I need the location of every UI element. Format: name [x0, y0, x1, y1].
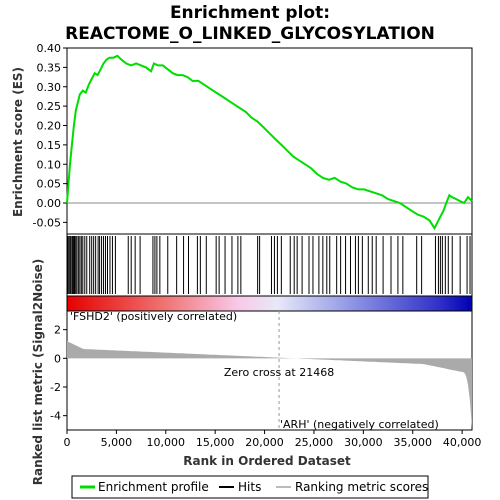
- metric-y-tick-label: -4: [50, 410, 61, 423]
- x-tick-label: 10,000: [147, 436, 186, 449]
- heatmap-bar: [66, 295, 473, 312]
- metric-panel-frame: [66, 310, 473, 431]
- legend-frame: [71, 475, 429, 499]
- x-tick-label: 0: [64, 436, 71, 449]
- chart-title-line2: REACTOME_O_LINKED_GLYCOSYLATION: [65, 24, 435, 44]
- x-axis-label: Rank in Ordered Dataset: [183, 454, 351, 468]
- es-panel: -0.05 0.00 0.05 0.10 0.15 0.20 0.25 0.30 0.35 0.4…: [11, 42, 473, 235]
- enrichment-profile-line: [66, 54, 473, 231]
- es-y-axis: -0.05 0.00 0.05 0.10 0.15 0.20 0.25 0.30 0.35 0.4…: [33, 42, 67, 229]
- es-y-tick-label: 0.30: [37, 81, 62, 94]
- hits-marks: [67, 236, 471, 294]
- es-y-tick-label: 0.20: [37, 120, 62, 133]
- es-y-tick-label: -0.05: [33, 216, 61, 229]
- negative-correlation-label: 'ARH' (negatively correlated): [280, 418, 439, 431]
- es-panel-frame: [66, 47, 473, 235]
- heatmap-gradient: [66, 295, 473, 312]
- x-tick-label: 5,000: [101, 436, 133, 449]
- es-y-tick-label: 0.05: [37, 178, 62, 191]
- zero-cross-label: Zero cross at 21468: [224, 366, 334, 379]
- x-tick-label: 15,000: [196, 436, 235, 449]
- x-tick-label: 30,000: [344, 436, 383, 449]
- metric-y-tick-label: -2: [50, 381, 61, 394]
- x-tick-label: 35,000: [393, 436, 432, 449]
- es-y-tick-label: 0.25: [37, 100, 62, 113]
- es-y-tick-label: 0.40: [37, 42, 62, 55]
- metric-y-tick-label: 2: [54, 324, 61, 337]
- x-tick-label: 25,000: [295, 436, 334, 449]
- chart-title-line1: Enrichment plot:: [170, 3, 330, 23]
- metric-y-tick-label: 0: [54, 352, 61, 365]
- legend-hits-label: Hits: [238, 480, 261, 494]
- metric-y-axis-label: Ranked list metric (Signal2Noise): [31, 259, 45, 486]
- legend: Enrichment profile Hits Ranking metric s…: [71, 475, 429, 499]
- es-y-tick-label: 0.00: [37, 197, 62, 210]
- x-tick-label: 40,000: [443, 436, 482, 449]
- metric-panel: -4 -2 0 2 Zero cross at 21468 'FSHD2' (posi…: [31, 259, 473, 486]
- legend-enrichment-label: Enrichment profile: [98, 480, 209, 494]
- x-tick-label: 20,000: [245, 436, 284, 449]
- hits-panel: [66, 233, 473, 297]
- es-y-tick-label: 0.10: [37, 158, 62, 171]
- positive-correlation-label: 'FSHD2' (positively correlated): [70, 310, 237, 323]
- hits-panel-frame: [66, 233, 473, 297]
- es-y-tick-label: 0.35: [37, 61, 62, 74]
- x-axis: 0 5,000 10,000 15,000 20,000 25,000 30,000 35,0…: [64, 430, 482, 449]
- metric-y-axis: -4 -2 0 2: [50, 324, 67, 423]
- legend-metric-label: Ranking metric scores: [295, 480, 428, 494]
- es-y-tick-label: 0.15: [37, 139, 62, 152]
- es-y-axis-label: Enrichment score (ES): [11, 67, 25, 217]
